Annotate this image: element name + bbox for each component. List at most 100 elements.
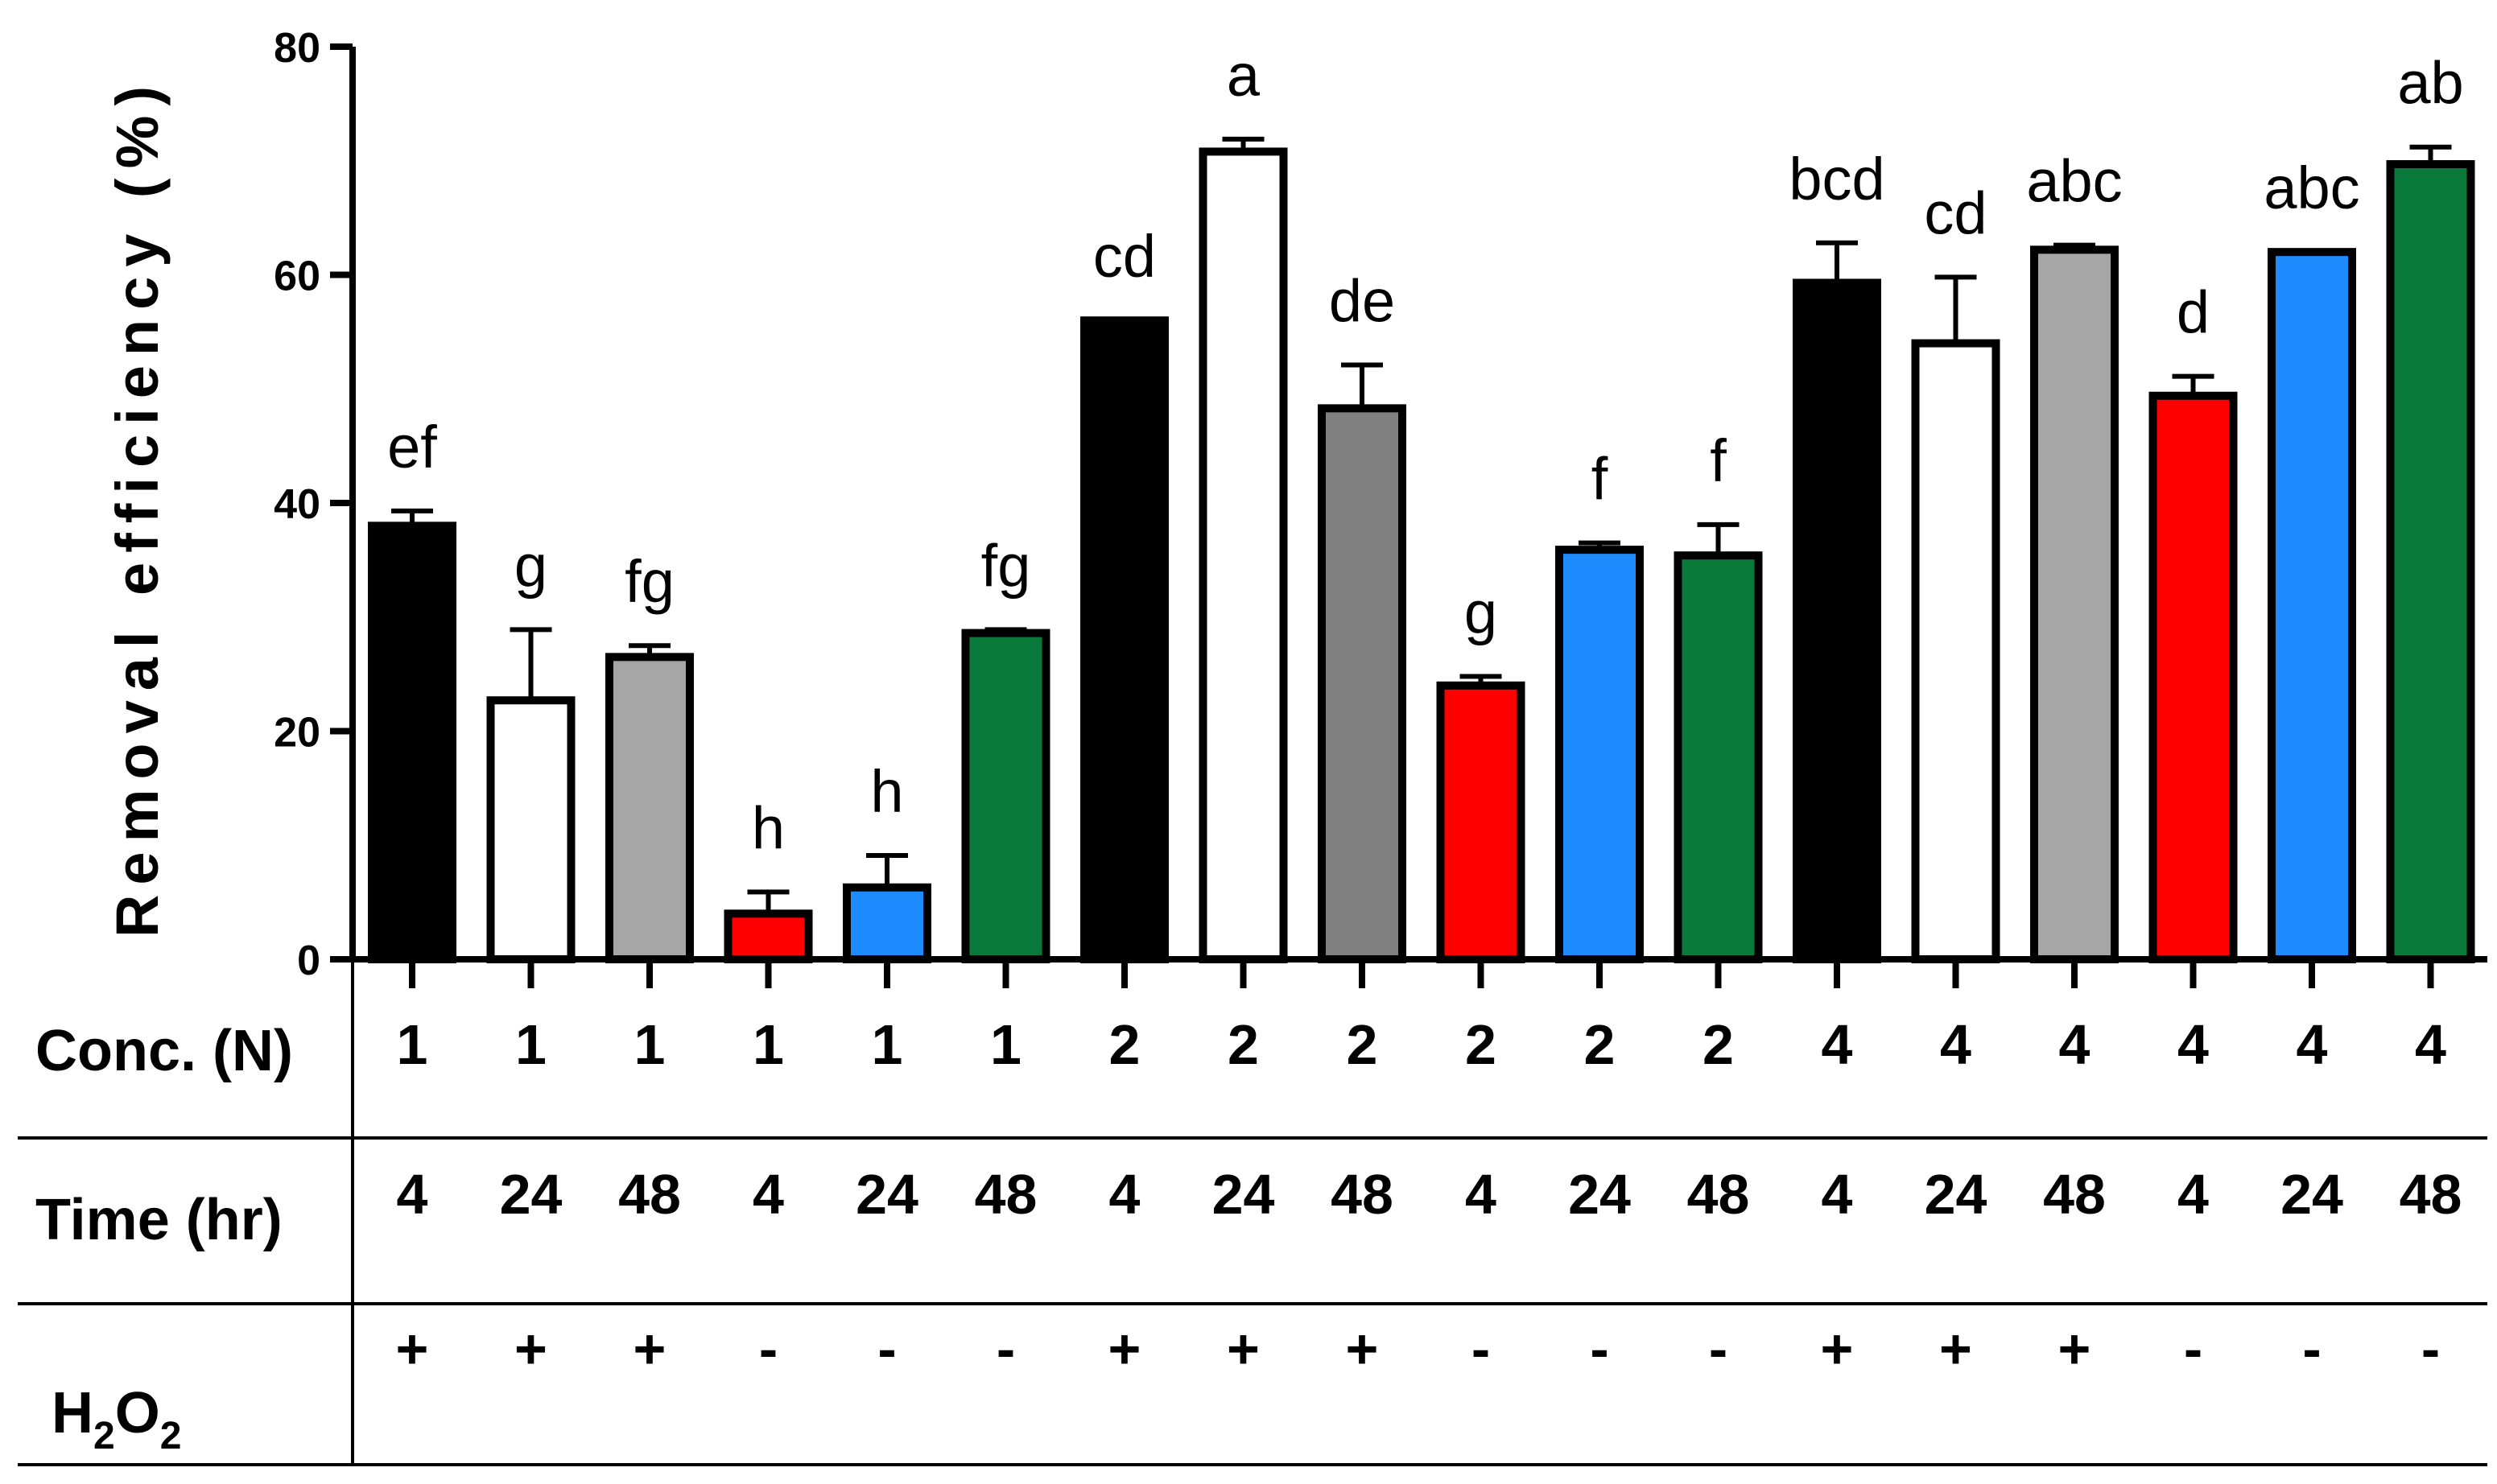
h2o2-cell: + xyxy=(1108,1317,1141,1380)
h2o2-cell: + xyxy=(514,1317,547,1380)
significance-letter: ef xyxy=(387,414,437,480)
h2o2-cell: + xyxy=(634,1317,667,1380)
significance-letter: abc xyxy=(2264,155,2359,221)
error-bars-group xyxy=(391,136,2452,914)
time-cell: 24 xyxy=(1925,1163,1987,1226)
conc-cell: 1 xyxy=(634,1013,666,1076)
conc-cell: 4 xyxy=(1940,1013,1971,1076)
time-cell: 24 xyxy=(856,1163,918,1226)
bar xyxy=(2268,248,2356,963)
bar xyxy=(1199,147,1288,964)
time-cell: 48 xyxy=(618,1163,681,1226)
bar xyxy=(843,883,931,964)
significance-letter: bcd xyxy=(1789,146,1884,212)
time-cell: 4 xyxy=(1465,1163,1496,1226)
significance-letter: f xyxy=(1710,427,1727,494)
conc-cell: 2 xyxy=(1228,1013,1259,1076)
time-cell: 24 xyxy=(1568,1163,1631,1226)
significance-letter: g xyxy=(514,532,547,599)
time-row-label: Time (hr) xyxy=(35,1188,283,1252)
bar xyxy=(1318,404,1406,964)
conc-cell: 4 xyxy=(2059,1013,2090,1076)
h2o2-cell: - xyxy=(2421,1317,2440,1380)
bar xyxy=(1911,339,2000,963)
y-tick-label: 60 xyxy=(274,254,320,300)
conc-row-label: Conc. (N) xyxy=(35,1019,293,1083)
conc-cell: 4 xyxy=(2415,1013,2446,1076)
conc-cell: 2 xyxy=(1109,1013,1141,1076)
time-cell: 4 xyxy=(1109,1163,1141,1226)
y-tick-label: 0 xyxy=(297,938,320,984)
h2o2-cell: + xyxy=(1346,1317,1379,1380)
bar xyxy=(2030,245,2119,963)
significance-letter: fg xyxy=(625,548,675,615)
conc-cell: 1 xyxy=(990,1013,1022,1076)
bars-group xyxy=(368,147,2475,964)
h2o2-cell: + xyxy=(1821,1317,1854,1380)
bar xyxy=(1436,681,1525,963)
y-tick-label: 40 xyxy=(274,481,320,528)
time-cell: 48 xyxy=(975,1163,1038,1226)
bar xyxy=(1674,551,1763,964)
time-cell: 48 xyxy=(1687,1163,1750,1226)
conc-cell: 2 xyxy=(1584,1013,1616,1076)
bar xyxy=(368,521,456,963)
time-cell: 48 xyxy=(2400,1163,2462,1226)
significance-letter: h xyxy=(752,794,785,861)
time-cell: 24 xyxy=(2280,1163,2343,1226)
bar xyxy=(605,653,694,963)
conc-cell: 4 xyxy=(1822,1013,1853,1076)
h2o2-label-sub2: 2 xyxy=(160,1415,182,1457)
significance-letter: fg xyxy=(981,532,1031,599)
y-tick-label: 20 xyxy=(274,710,320,756)
time-cell: 4 xyxy=(753,1163,784,1226)
conc-cell: 2 xyxy=(1347,1013,1378,1076)
x-ticks xyxy=(409,959,2434,988)
significance-letter: g xyxy=(1464,579,1497,645)
conc-cell: 1 xyxy=(397,1013,428,1076)
bar xyxy=(2386,160,2475,963)
time-cell: 48 xyxy=(1331,1163,1393,1226)
conc-cell: 4 xyxy=(2297,1013,2328,1076)
h2o2-cells: + + + - - - + + + - - - + + + - - - xyxy=(396,1317,2441,1380)
h2o2-cell: - xyxy=(2184,1317,2202,1380)
bar xyxy=(486,696,576,963)
conc-cell: 4 xyxy=(2177,1013,2209,1076)
y-tick-label: 80 xyxy=(274,25,320,72)
significance-letter: h xyxy=(870,758,903,825)
time-cell: 24 xyxy=(1212,1163,1275,1226)
time-cell: 4 xyxy=(397,1163,428,1226)
h2o2-cell: + xyxy=(1939,1317,1972,1380)
conc-cell: 2 xyxy=(1465,1013,1496,1076)
significance-letter: ab xyxy=(2397,50,2463,117)
y-axis-title: Removal efficiency (%) xyxy=(104,76,171,938)
h2o2-cell: - xyxy=(2302,1317,2321,1380)
time-cell: 48 xyxy=(2043,1163,2106,1226)
time-cell: 4 xyxy=(1822,1163,1853,1226)
significance-letter: f xyxy=(1591,446,1608,513)
significance-letter: de xyxy=(1329,267,1395,334)
h2o2-row-label: H2O2 xyxy=(52,1381,181,1457)
conc-cells: 1 1 1 1 1 1 2 2 2 2 2 2 4 4 4 4 4 4 xyxy=(397,1013,2447,1076)
bar xyxy=(1080,316,1169,963)
time-cells: 4 24 48 4 24 48 4 24 48 4 24 48 4 24 48 4 24 48 xyxy=(397,1163,2462,1226)
bar xyxy=(1555,546,1644,963)
h2o2-cell: - xyxy=(997,1317,1015,1380)
conc-cell: 1 xyxy=(515,1013,547,1076)
significance-letter: abc xyxy=(2026,148,2122,215)
bar xyxy=(724,909,813,964)
h2o2-cell: + xyxy=(1227,1317,1260,1380)
h2o2-cell: + xyxy=(2058,1317,2091,1380)
time-cell: 4 xyxy=(2177,1163,2209,1226)
h2o2-label-sub1: 2 xyxy=(93,1415,115,1457)
h2o2-cell: - xyxy=(1709,1317,1727,1380)
time-cell: 24 xyxy=(500,1163,563,1226)
h2o2-cell: - xyxy=(1471,1317,1490,1380)
bar xyxy=(1793,278,1881,963)
bar xyxy=(961,629,1050,963)
conc-cell: 1 xyxy=(753,1013,784,1076)
significance-letter: cd xyxy=(1093,223,1156,290)
conc-cell: 1 xyxy=(872,1013,903,1076)
